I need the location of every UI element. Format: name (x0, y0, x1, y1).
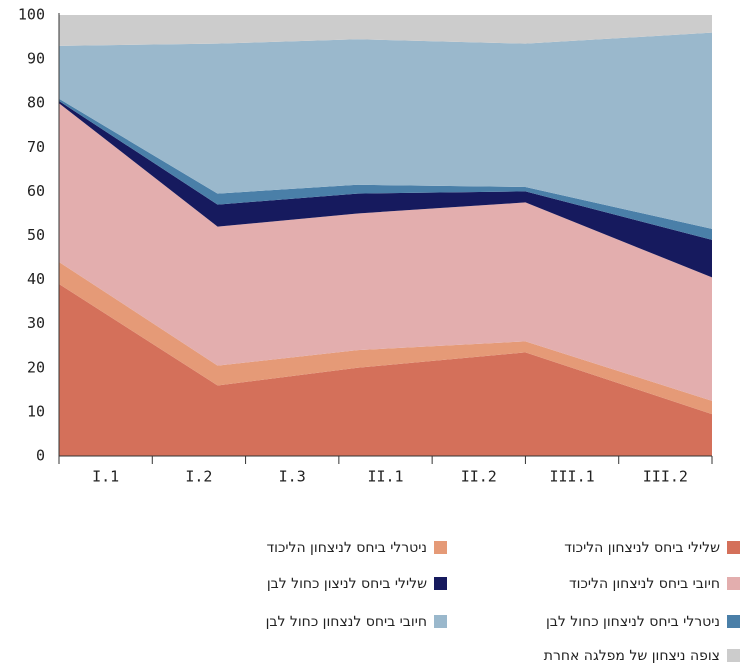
legend-label: שלילי ביחס לניצון כחול לבן (267, 576, 427, 592)
area (59, 15, 712, 46)
legend-swatch (434, 541, 447, 554)
x-tick-label: III.1 (549, 468, 594, 486)
x-tick-label: III.2 (643, 468, 688, 486)
y-tick-label: 20 (27, 358, 45, 376)
legend-swatch (727, 649, 740, 662)
y-tick-label: 60 (27, 182, 45, 200)
y-tick-label: 30 (27, 314, 45, 332)
area (59, 261, 712, 415)
legend-label: ניטרלי ביחס לניצחון הליכוד (267, 540, 427, 556)
y-tick-label: 80 (27, 94, 45, 112)
x-tick-label: I.3 (279, 468, 306, 486)
legend-label: חיובי ביחס לנצחון כחול לבן (266, 614, 427, 630)
y-tick-label: 90 (27, 50, 45, 68)
legend-label: חיובי ביחס לניצחון הליכוד (569, 576, 720, 592)
x-tick-label: II.1 (367, 468, 403, 486)
legend-label: שלילי ביחס לניצחון הליכוד (564, 540, 720, 556)
y-tick-label: 70 (27, 138, 45, 156)
y-tick-label: 40 (27, 270, 45, 288)
legend-swatch (727, 541, 740, 554)
legend-label: ניטרלי ביחס לניצחון כחול לבן (546, 614, 720, 630)
legend-label: צופה ניצחון של מפלגה אחרת (544, 648, 720, 663)
area (59, 284, 712, 456)
legend-swatch (434, 577, 447, 590)
y-tick-label: 0 (36, 447, 45, 465)
area (59, 100, 712, 278)
y-tick-label: 50 (27, 226, 45, 244)
x-tick-label: II.2 (461, 468, 497, 486)
x-tick-label: I.1 (92, 468, 119, 486)
y-tick-label: 100 (18, 6, 45, 24)
legend-swatch (727, 615, 740, 628)
area (59, 103, 712, 401)
legend-swatch (727, 577, 740, 590)
legend-swatch (434, 615, 447, 628)
area (59, 32, 712, 229)
y-tick-label: 10 (27, 402, 45, 420)
x-tick-label: I.2 (185, 468, 212, 486)
